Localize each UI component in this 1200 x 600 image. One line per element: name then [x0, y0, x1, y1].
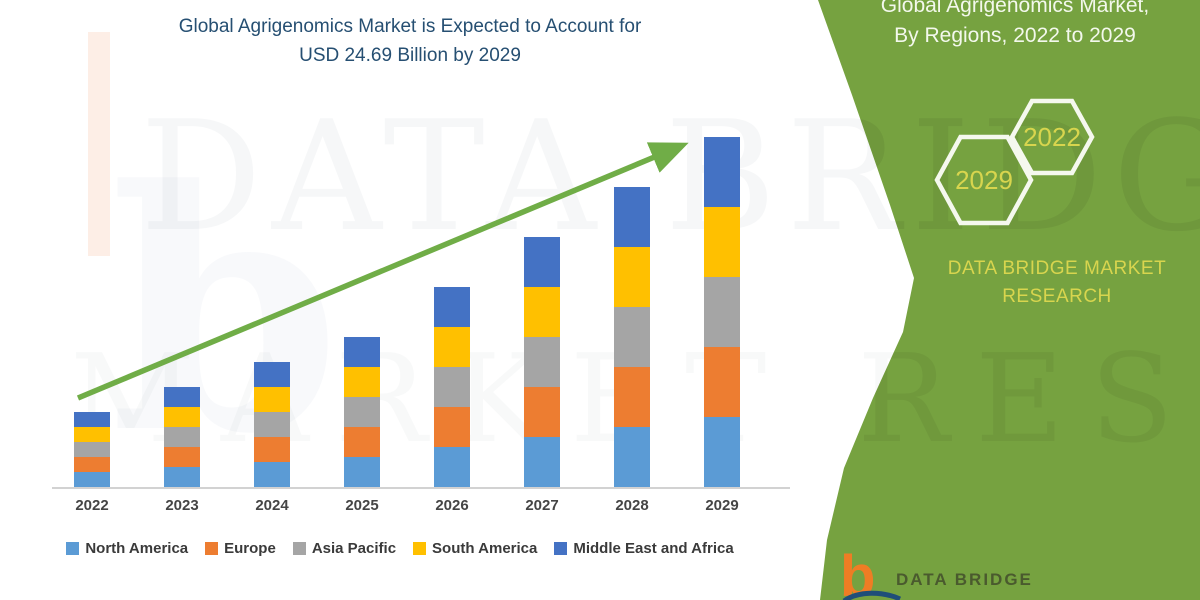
legend-swatch-icon	[292, 542, 306, 555]
bar-segment-europe	[524, 387, 560, 437]
legend-swatch-icon	[66, 542, 80, 555]
bar-2029	[704, 137, 740, 487]
bar-segment-south-america	[74, 427, 110, 442]
x-axis-label-2022: 2022	[75, 497, 109, 514]
legend-label: Asia Pacific	[311, 540, 397, 557]
bar-segment-asia-pacific	[614, 307, 650, 367]
bar-segment-south-america	[614, 247, 650, 307]
footer-logo-text: DATA BRIDGE	[896, 570, 1033, 589]
bar-2023	[164, 387, 200, 487]
bar-segment-middle-east-and-africa	[254, 362, 290, 387]
legend-label: Middle East and Africa	[573, 540, 734, 557]
bar-segment-north-america	[704, 417, 740, 487]
legend-label: South America	[432, 540, 538, 557]
legend-item-asia-pacific: Asia Pacific	[292, 540, 397, 557]
bar-segment-europe	[614, 367, 650, 427]
bar-segment-middle-east-and-africa	[164, 387, 200, 407]
bar-segment-middle-east-and-africa	[704, 137, 740, 207]
bar-segment-asia-pacific	[704, 277, 740, 347]
hexagon-2029	[934, 134, 1034, 226]
bar-segment-europe	[164, 447, 200, 467]
bar-segment-north-america	[254, 462, 290, 487]
bar-segment-middle-east-and-africa	[434, 287, 470, 327]
bar-segment-south-america	[164, 407, 200, 427]
hexagon-2022	[1009, 98, 1095, 176]
x-axis-labels: 2022 2023 2024 2025 2026 2027 2028 2029	[0, 497, 820, 519]
bar-segment-middle-east-and-africa	[524, 237, 560, 287]
hexagon-badges: 2029 2022	[934, 98, 1095, 226]
legend-swatch-icon	[205, 542, 219, 555]
bar-segment-europe	[434, 407, 470, 447]
legend-swatch-icon	[554, 542, 568, 555]
brand-line2: RESEARCH	[1002, 286, 1112, 307]
x-axis-label-2026: 2026	[435, 497, 469, 514]
x-axis-label-2027: 2027	[525, 497, 559, 514]
bar-2022	[74, 412, 110, 487]
bar-segment-middle-east-and-africa	[344, 337, 380, 367]
panel-title: Global Agrigenomics Market, By Regions, …	[830, 0, 1200, 51]
x-axis-label-2023: 2023	[165, 497, 199, 514]
legend-swatch-icon	[413, 542, 427, 555]
x-axis-label-2029: 2029	[705, 497, 739, 514]
x-axis-label-2025: 2025	[345, 497, 379, 514]
bar-segment-asia-pacific	[434, 367, 470, 407]
bar-segment-north-america	[164, 467, 200, 487]
x-axis-label-2024: 2024	[255, 497, 289, 514]
bar-segment-asia-pacific	[344, 397, 380, 427]
brand-line1: DATA BRIDGE MARKET	[947, 258, 1167, 279]
footer-logo-swoosh-icon	[842, 590, 902, 600]
legend-label: Europe	[224, 540, 276, 557]
footer-logo: b DATA BRIDGE	[840, 548, 1140, 600]
panel-title-line1: Global Agrigenomics Market,	[880, 0, 1150, 17]
brand-text: DATA BRIDGE MARKET RESEARCH	[872, 255, 1200, 311]
chart-title-line2: USD 24.69 Billion by 2029	[299, 45, 521, 66]
bar-segment-north-america	[614, 427, 650, 487]
bar-segment-middle-east-and-africa	[614, 187, 650, 247]
bar-segment-europe	[254, 437, 290, 462]
bars-container	[74, 137, 740, 487]
bar-segment-north-america	[434, 447, 470, 487]
legend-label: North America	[85, 540, 189, 557]
legend-item-south-america: South America	[413, 540, 537, 557]
bar-segment-south-america	[434, 327, 470, 367]
bar-2027	[524, 237, 560, 487]
bar-2024	[254, 362, 290, 487]
bar-segment-north-america	[344, 457, 380, 487]
hexagon-2022-label: 2022	[1023, 122, 1081, 152]
bar-segment-asia-pacific	[164, 427, 200, 447]
bar-segment-south-america	[524, 287, 560, 337]
plot-area: 2022 2023 2024 2025 2026 2027 2028 2029	[0, 137, 820, 519]
x-axis-label-2028: 2028	[615, 497, 649, 514]
hexagon-2029-label: 2029	[955, 165, 1013, 195]
x-axis-line	[52, 487, 790, 489]
bar-2028	[614, 187, 650, 487]
bar-2025	[344, 337, 380, 487]
bar-segment-south-america	[704, 207, 740, 277]
chart-title-line1: Global Agrigenomics Market is Expected t…	[178, 16, 642, 37]
bar-2026	[434, 287, 470, 487]
bar-segment-asia-pacific	[524, 337, 560, 387]
bar-segment-south-america	[344, 367, 380, 397]
bar-segment-europe	[704, 347, 740, 417]
bar-segment-europe	[344, 427, 380, 457]
bar-segment-north-america	[524, 437, 560, 487]
chart-legend: North America Europe Asia Pacific South Ame…	[0, 540, 800, 557]
bar-segment-europe	[74, 457, 110, 472]
bar-segment-asia-pacific	[254, 412, 290, 437]
legend-item-europe: Europe	[205, 540, 276, 557]
bar-segment-middle-east-and-africa	[74, 412, 110, 427]
bar-segment-south-america	[254, 387, 290, 412]
bar-segment-asia-pacific	[74, 442, 110, 457]
panel-title-line2: By Regions, 2022 to 2029	[894, 24, 1136, 47]
chart-title: Global Agrigenomics Market is Expected t…	[0, 12, 820, 70]
legend-item-north-america: North America	[66, 540, 188, 557]
legend-item-middle-east-and-africa: Middle East and Africa	[554, 540, 734, 557]
bar-segment-north-america	[74, 472, 110, 487]
